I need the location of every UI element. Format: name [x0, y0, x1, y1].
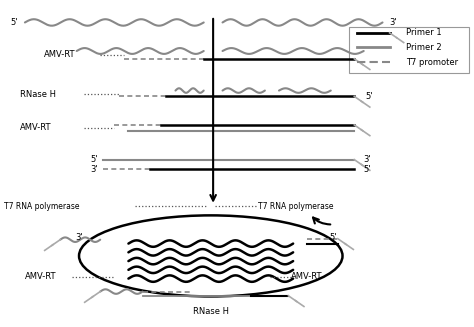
Text: RNase H: RNase H: [20, 90, 56, 99]
Text: 5': 5': [91, 155, 98, 164]
Text: AMV-RT: AMV-RT: [291, 272, 322, 282]
Text: RNase H: RNase H: [193, 307, 229, 317]
Text: T7 RNA polymerase: T7 RNA polymerase: [258, 202, 333, 211]
Text: 5': 5': [329, 233, 337, 242]
Text: 3': 3': [90, 165, 98, 174]
Text: Primer 1: Primer 1: [406, 28, 442, 37]
FancyBboxPatch shape: [349, 27, 469, 73]
Text: 5': 5': [365, 92, 373, 101]
Text: Primer 2: Primer 2: [406, 43, 442, 52]
Text: 3': 3': [75, 233, 83, 242]
Text: 5': 5': [11, 18, 18, 27]
Text: AMV-RT: AMV-RT: [20, 123, 52, 132]
Text: AMV-RT: AMV-RT: [44, 50, 75, 60]
Text: 3': 3': [389, 18, 397, 27]
Text: T7 RNA polymerase: T7 RNA polymerase: [4, 202, 79, 211]
Text: AMV-RT: AMV-RT: [25, 272, 56, 282]
Text: 3': 3': [364, 155, 371, 164]
Text: 5': 5': [364, 165, 371, 174]
Text: T7 promoter: T7 promoter: [406, 58, 458, 66]
